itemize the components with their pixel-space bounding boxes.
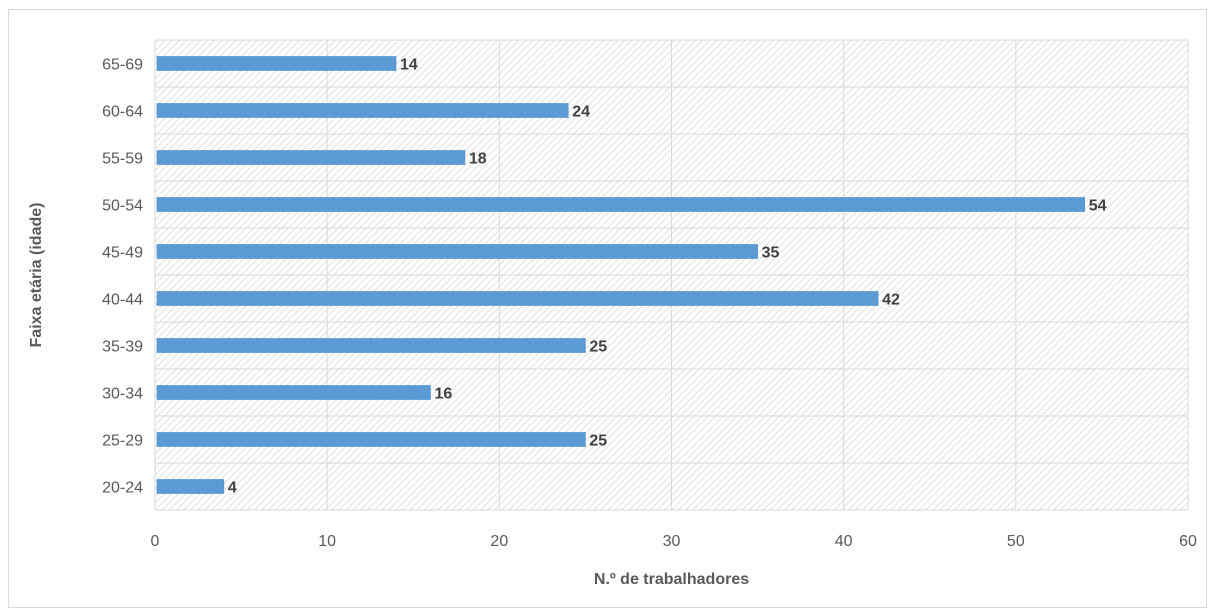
bar-25-29: [156, 432, 586, 447]
data-labels: 4 25 16 25 42 35 54 18 24 14: [228, 57, 1107, 497]
data-label-40-44: 42: [882, 292, 900, 309]
bar-30-34: [156, 385, 431, 400]
y-tick-label: 40-44: [102, 292, 143, 309]
x-tick-label: 60: [1179, 533, 1197, 550]
y-tick-label: 25-29: [102, 433, 143, 450]
data-label-65-69: 14: [400, 57, 418, 74]
bar-65-69: [156, 56, 397, 71]
bars: [156, 56, 1086, 494]
x-tick-label: 40: [835, 533, 853, 550]
x-tick-label: 50: [1007, 533, 1025, 550]
gridlines: [154, 39, 1189, 511]
bar-50-54: [156, 197, 1086, 212]
data-label-50-54: 54: [1089, 198, 1107, 215]
y-tick-label: 20-24: [102, 480, 143, 497]
data-label-35-39: 25: [589, 339, 607, 356]
y-tick-label: 50-54: [102, 198, 143, 215]
data-label-60-64: 24: [572, 104, 590, 121]
y-tick-label: 35-39: [102, 339, 143, 356]
bar-35-39: [156, 338, 586, 353]
bar-55-59: [156, 150, 466, 165]
data-label-55-59: 18: [469, 151, 487, 168]
x-axis-title: N.º de trabalhadores: [594, 571, 749, 588]
x-tick-label: 0: [151, 533, 160, 550]
x-tick-label: 20: [490, 533, 508, 550]
data-label-25-29: 25: [589, 433, 607, 450]
bar-60-64: [156, 103, 569, 118]
data-label-45-49: 35: [762, 245, 780, 262]
data-label-20-24: 4: [228, 480, 237, 497]
bar-45-49: [156, 244, 758, 259]
bar-20-24: [156, 479, 225, 494]
y-tick-label: 45-49: [102, 245, 143, 262]
y-axis-title: Faixa etária (idade): [28, 203, 45, 348]
y-tick-label: 65-69: [102, 57, 143, 74]
y-tick-label: 60-64: [102, 104, 143, 121]
data-label-30-34: 16: [434, 386, 452, 403]
y-axis-ticks: 20-24 25-29 30-34 35-39 40-44 45-49 50-54 55-59…: [102, 57, 143, 497]
x-tick-label: 10: [318, 533, 336, 550]
y-tick-label: 30-34: [102, 386, 143, 403]
x-tick-label: 30: [663, 533, 681, 550]
y-tick-label: 55-59: [102, 151, 143, 168]
x-axis-ticks: 0 10 20 30 40 50 60: [151, 533, 1197, 550]
bar-40-44: [156, 291, 879, 306]
